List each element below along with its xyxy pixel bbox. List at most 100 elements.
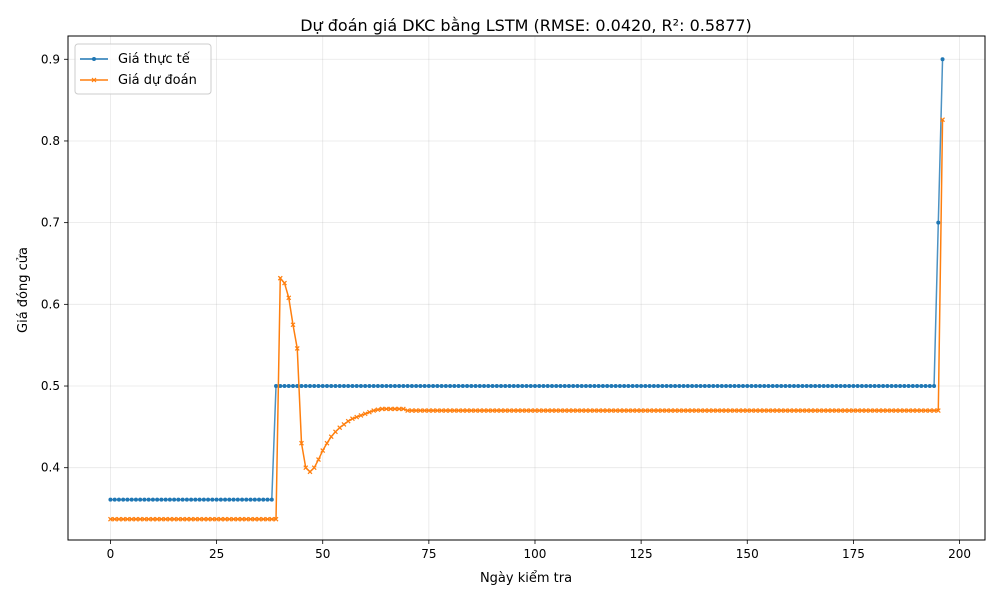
data-point <box>511 408 517 413</box>
data-point <box>175 516 181 522</box>
data-point <box>503 384 508 389</box>
data-point <box>362 411 368 417</box>
data-point <box>137 516 143 522</box>
data-point <box>176 497 181 502</box>
data-point <box>553 408 559 413</box>
data-point <box>303 465 309 471</box>
data-point <box>129 516 135 522</box>
data-point <box>554 384 559 389</box>
data-point <box>180 497 185 502</box>
grid <box>68 36 985 540</box>
data-point <box>112 497 117 502</box>
data-point <box>834 384 839 389</box>
data-point <box>608 408 614 413</box>
data-point <box>248 516 253 522</box>
data-point <box>541 408 546 413</box>
data-point <box>184 497 189 502</box>
data-point <box>685 384 690 389</box>
data-point <box>884 408 890 413</box>
data-point <box>876 408 882 413</box>
data-point <box>231 497 236 502</box>
data-point <box>741 384 746 389</box>
data-point <box>906 384 911 389</box>
data-point <box>494 408 500 413</box>
data-point <box>286 384 291 389</box>
legend: Giá thực tế Giá dự đoán <box>74 43 212 95</box>
data-point <box>141 516 147 522</box>
data-point <box>727 408 733 413</box>
data-point <box>613 384 618 389</box>
data-point <box>537 384 542 389</box>
data-point <box>935 408 941 413</box>
data-point <box>129 497 134 502</box>
data-point <box>197 516 203 522</box>
data-point <box>456 408 461 413</box>
y-tick-label: 0.6 <box>41 297 60 311</box>
data-point <box>418 384 423 389</box>
data-point <box>770 408 776 413</box>
data-point <box>762 384 767 389</box>
data-point <box>171 516 177 522</box>
data-point <box>218 497 223 502</box>
data-point <box>579 384 584 389</box>
data-point <box>413 408 419 413</box>
x-tick-label: 25 <box>209 547 224 561</box>
data-point <box>477 408 483 413</box>
data-point <box>744 408 750 413</box>
data-point <box>549 408 555 413</box>
data-point <box>507 408 512 413</box>
data-point <box>324 440 330 446</box>
data-point <box>120 516 126 522</box>
data-point <box>116 497 121 502</box>
data-point <box>498 408 504 413</box>
data-point <box>328 434 334 440</box>
data-point <box>630 384 635 389</box>
data-point <box>121 497 126 502</box>
data-point <box>855 408 861 413</box>
data-point <box>226 516 232 522</box>
data-point <box>125 516 130 522</box>
data-point <box>333 384 338 389</box>
data-point <box>163 497 168 502</box>
data-point <box>260 516 266 522</box>
x-tick-label: 175 <box>842 547 865 561</box>
data-point <box>150 516 156 522</box>
data-point <box>876 384 881 389</box>
x-tick-label: 0 <box>107 547 115 561</box>
data-point <box>448 384 453 389</box>
data-point <box>158 516 164 522</box>
data-point <box>821 384 826 389</box>
series-2 <box>108 117 945 522</box>
data-point <box>885 384 890 389</box>
x-tick-label: 50 <box>315 547 330 561</box>
data-point <box>299 440 304 446</box>
data-point <box>634 408 640 413</box>
data-point <box>316 457 321 462</box>
data-point <box>494 384 499 389</box>
data-point <box>345 418 351 424</box>
data-point <box>350 384 355 389</box>
data-point <box>923 384 928 389</box>
data-point <box>197 497 202 502</box>
data-point <box>138 497 143 502</box>
data-point <box>528 384 533 389</box>
data-point <box>116 516 122 522</box>
data-point <box>855 384 860 389</box>
data-point <box>316 384 321 389</box>
data-point <box>919 384 924 389</box>
data-point <box>201 497 206 502</box>
data-point <box>566 408 572 413</box>
data-point <box>299 384 304 389</box>
y-tick-label: 0.7 <box>41 216 60 230</box>
data-point <box>651 384 656 389</box>
data-point <box>363 384 368 389</box>
data-point <box>745 384 750 389</box>
data-point <box>269 497 274 502</box>
data-point <box>108 497 113 502</box>
data-point <box>655 408 661 413</box>
data-point <box>732 408 737 413</box>
data-point <box>294 346 300 351</box>
data-point <box>596 384 601 389</box>
data-point <box>740 408 746 413</box>
data-point <box>469 384 474 389</box>
